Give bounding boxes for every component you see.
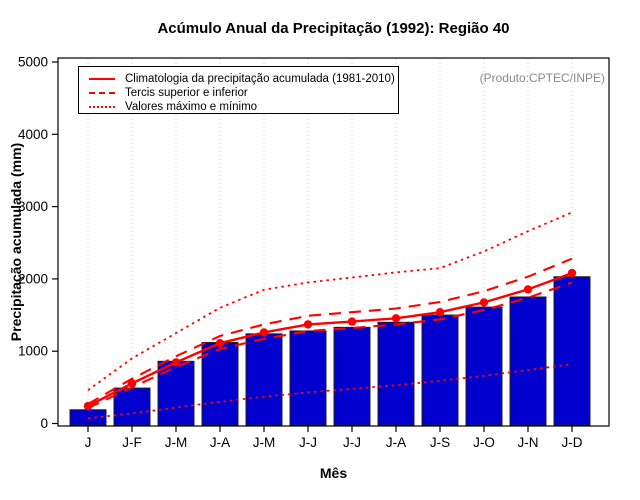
x-tick-label: J-O — [473, 435, 495, 450]
bar-J-O — [465, 306, 503, 426]
climatology-point — [215, 339, 225, 348]
bar-J-M — [245, 333, 283, 426]
x-tick-label: J-N — [518, 435, 539, 450]
x-tick-label: J — [85, 435, 92, 450]
bar-J-D — [553, 276, 591, 426]
plot-border — [57, 57, 610, 427]
legend-item-terciles: Tercis superior e inferior — [89, 87, 398, 99]
y-tick-label: 2000 — [18, 271, 48, 286]
line-dotted-series — [87, 211, 573, 391]
climatology-point — [435, 308, 445, 317]
legend-label: Tercis superior e inferior — [125, 87, 248, 99]
bar-J-J — [333, 326, 371, 426]
x-tick-label: J-M — [253, 435, 276, 450]
bar-J-J — [289, 330, 327, 426]
dashed-line-icon — [89, 92, 115, 94]
x-tick-label: J-M — [165, 435, 188, 450]
x-tick-label: J-S — [430, 435, 450, 450]
chart-title: Acúmulo Anual da Precipitação (1992): Re… — [157, 20, 510, 37]
bar-J-N — [509, 296, 547, 426]
bar-J-S — [421, 314, 459, 426]
x-tick-label: J-A — [386, 435, 406, 450]
legend-label: Valores máximo e mínimo — [125, 101, 258, 113]
legend-item-max-min: Valores máximo e mínimo — [89, 101, 398, 113]
line-dashed-series — [87, 281, 573, 409]
solid-line-icon — [89, 78, 115, 80]
climatology-point — [171, 358, 181, 367]
legend-box: Climatologia da precipitação acumulada (… — [78, 66, 399, 114]
y-tick-label: 1000 — [18, 344, 48, 359]
legend-label: Climatologia da precipitação acumulada (… — [125, 73, 395, 85]
climatology-point — [347, 317, 357, 326]
legend-item-climatology: Climatologia da precipitação acumulada (… — [89, 73, 398, 85]
climatology-point — [523, 285, 533, 294]
climatology-point — [391, 314, 401, 323]
y-tick-label: 5000 — [18, 55, 48, 70]
x-tick-label: J-J — [299, 435, 317, 450]
line-solid-series — [87, 271, 573, 408]
y-axis-title: Precipitação acumulada (mm) — [8, 142, 24, 342]
source-label: (Produto:CPTEC/INPE) — [479, 71, 605, 85]
x-tick-label: J-F — [122, 435, 142, 450]
bar-J-A — [377, 321, 415, 426]
climatology-point — [479, 298, 489, 307]
y-tick-label: 0 — [40, 416, 48, 431]
y-tick-label: 4000 — [18, 127, 48, 142]
bar-J-F — [113, 387, 151, 426]
line-dashed-series — [87, 257, 573, 405]
x-tick-label: J-D — [562, 435, 583, 450]
climatology-point — [259, 328, 269, 337]
bar-J-M — [157, 360, 195, 426]
climatology-point — [567, 268, 577, 278]
climatology-point — [303, 320, 313, 329]
bar-J — [69, 409, 107, 426]
x-axis-title: Mês — [319, 465, 348, 481]
x-tick-label: J-J — [343, 435, 361, 450]
x-tick-label: J-A — [210, 435, 230, 450]
bar-J-A — [201, 342, 239, 426]
dotted-line-icon — [89, 106, 115, 108]
y-tick-label: 3000 — [18, 199, 48, 214]
